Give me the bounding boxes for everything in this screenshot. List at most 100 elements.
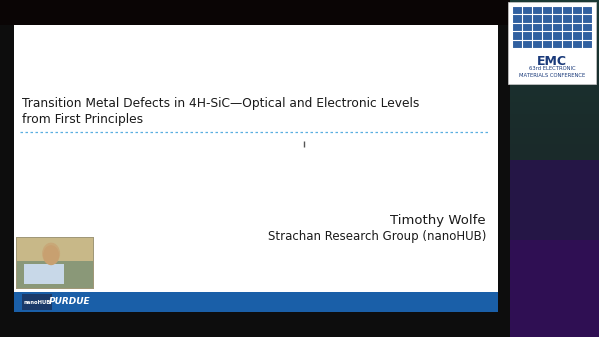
Bar [510,126,599,128]
Text: 63rd ELECTRONIC: 63rd ELECTRONIC [529,66,575,71]
Text: nanoHUB: nanoHUB [23,300,51,305]
Bar [510,150,599,152]
Bar [510,48,599,50]
Text: EMC: EMC [537,55,567,68]
Bar [510,82,599,84]
Bar [510,144,599,146]
Text: Timothy Wolfe: Timothy Wolfe [391,214,486,227]
Bar [22,294,52,310]
Bar [512,6,592,48]
Bar [508,2,596,84]
Bar [0,0,599,25]
Bar [510,0,599,2]
Bar [17,238,93,288]
Bar [510,54,599,56]
Bar [510,112,599,114]
Bar [510,14,599,16]
Bar [510,148,599,150]
Bar [510,34,599,36]
Bar [510,28,599,30]
Bar [17,238,93,262]
Bar [510,120,599,122]
Bar [510,96,599,98]
Bar [510,130,599,132]
Bar [510,46,599,48]
Bar [510,10,599,12]
Bar [510,18,599,20]
Bar [510,136,599,138]
Bar [510,140,599,142]
Bar [510,90,599,92]
Bar [510,70,599,72]
Bar [510,80,599,82]
Ellipse shape [42,243,60,265]
Bar [510,8,599,10]
Bar [510,58,599,60]
Bar [510,106,599,108]
Bar [510,128,599,130]
Bar [510,132,599,134]
Bar [510,12,599,14]
Bar [510,30,599,32]
Bar [510,36,599,38]
Bar [510,146,599,148]
Text: MATERIALS CONFERENCE: MATERIALS CONFERENCE [519,73,585,78]
Bar [510,102,599,104]
Bar [510,64,599,66]
Bar [510,114,599,116]
Bar [510,94,599,96]
Bar [510,26,599,28]
Bar [510,88,599,90]
Bar [510,134,599,136]
Bar [510,68,599,70]
Bar [14,25,498,312]
Bar [510,122,599,124]
Bar [510,108,599,110]
Text: PURDUE: PURDUE [49,298,91,306]
Bar [510,72,599,74]
Bar [510,98,599,100]
Bar [510,62,599,64]
Bar [510,22,599,24]
Bar [510,44,599,46]
Bar [510,156,599,158]
Bar [510,92,599,94]
Bar [510,60,599,62]
Bar [510,240,599,337]
Bar [510,160,599,337]
Bar [510,110,599,112]
Bar [510,56,599,58]
Bar [510,38,599,40]
Bar [510,16,599,18]
Text: Transition Metal Defects in 4H-SiC—Optical and Electronic Levels: Transition Metal Defects in 4H-SiC—Optic… [22,96,419,110]
Bar [510,42,599,44]
Bar [510,74,599,76]
Bar [510,50,599,52]
Bar [510,76,599,78]
Bar [510,86,599,88]
Bar [510,6,599,8]
Bar [510,4,599,6]
Bar [510,100,599,102]
Bar [510,66,599,68]
Bar [510,24,599,26]
Bar [510,158,599,160]
Bar [510,104,599,106]
Bar [16,237,94,289]
Bar [510,78,599,80]
Bar [510,138,599,140]
Text: Strachan Research Group (nanoHUB): Strachan Research Group (nanoHUB) [268,229,486,243]
Bar [510,154,599,156]
Bar [510,2,599,4]
Bar [510,84,599,86]
Bar [510,20,599,22]
Bar [510,40,599,42]
Text: from First Principles: from First Principles [22,114,143,126]
Bar [510,152,599,154]
Bar [510,52,599,54]
Bar [510,0,599,337]
Bar [510,118,599,120]
Bar [510,124,599,126]
Bar [510,142,599,144]
Bar [24,264,64,284]
